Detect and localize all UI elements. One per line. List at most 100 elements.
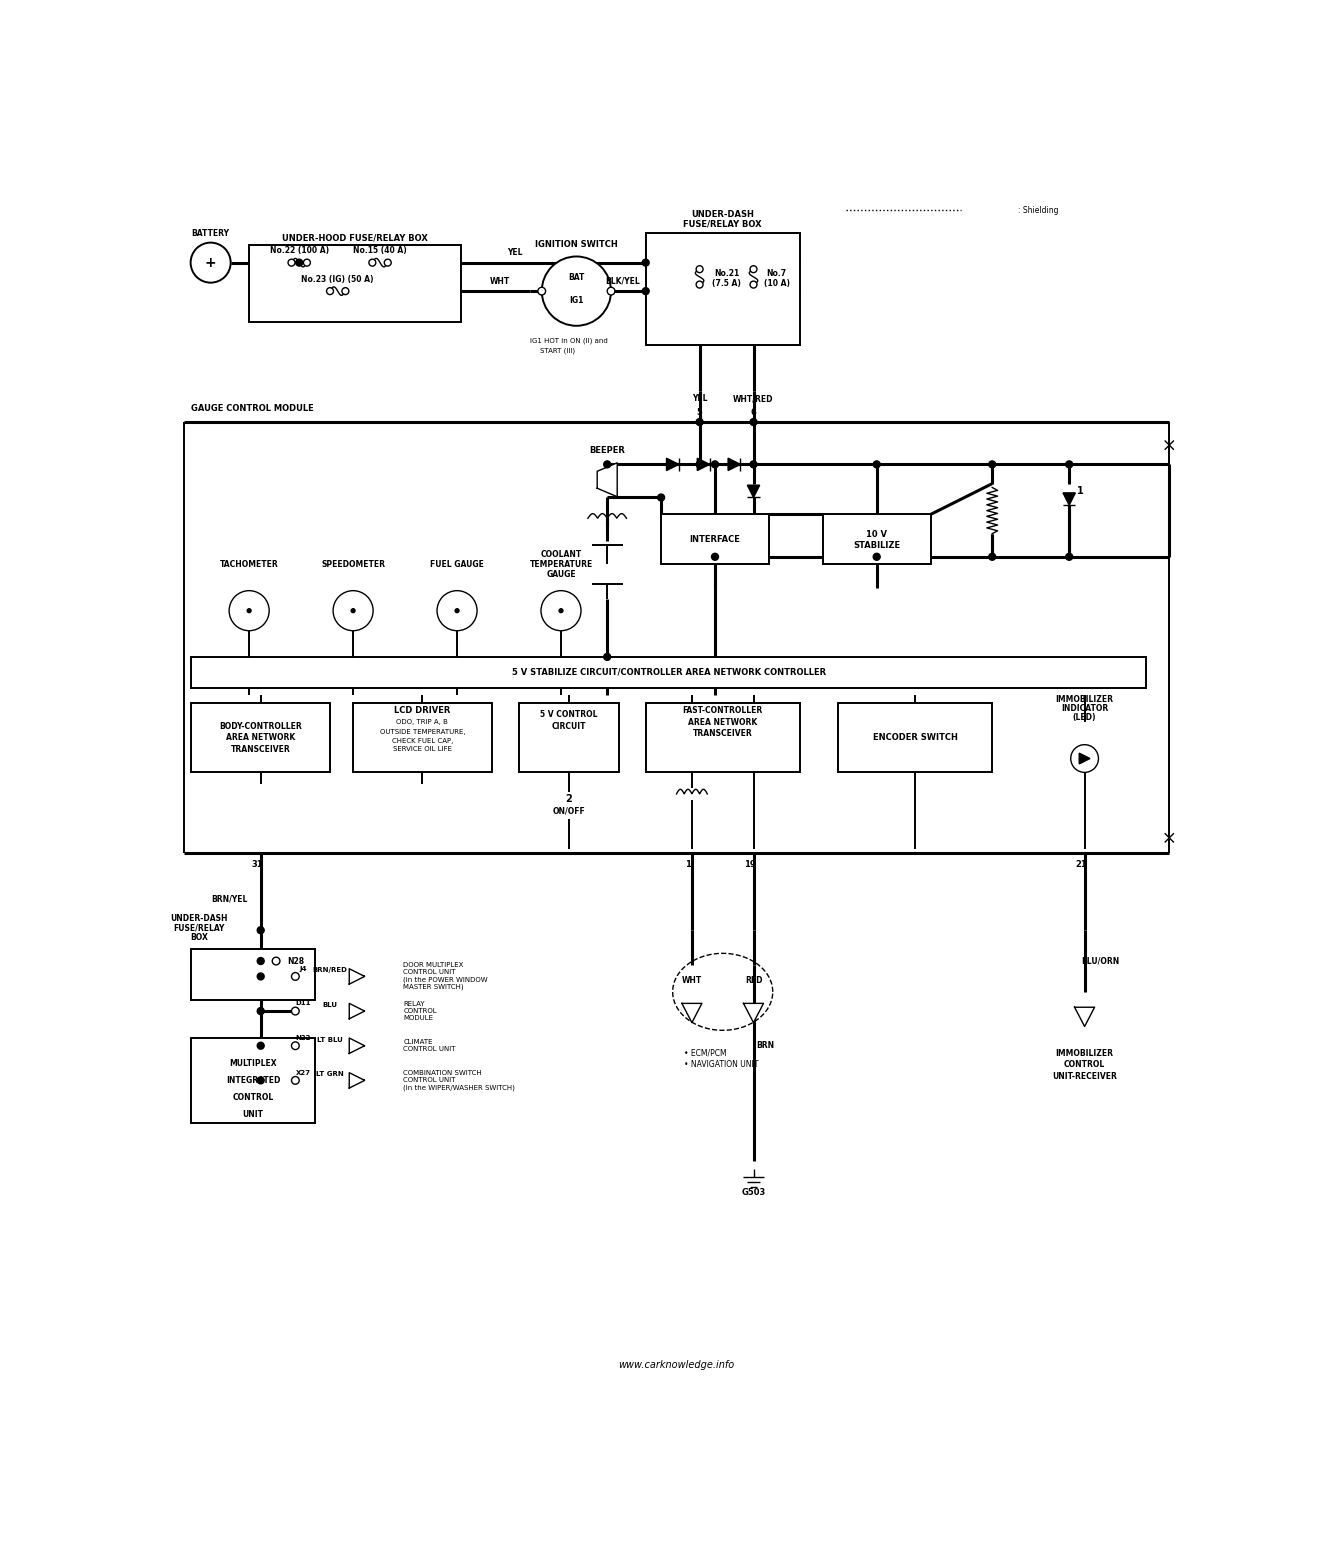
- Circle shape: [333, 591, 374, 631]
- Text: 5 V STABILIZE CIRCUIT/CONTROLLER AREA NETWORK CONTROLLER: 5 V STABILIZE CIRCUIT/CONTROLLER AREA NE…: [512, 668, 826, 676]
- Circle shape: [607, 288, 615, 295]
- Polygon shape: [747, 486, 760, 498]
- Text: BLU/ORN: BLU/ORN: [1081, 956, 1119, 965]
- Circle shape: [874, 461, 880, 467]
- Bar: [645, 234, 800, 345]
- Text: BRN/YEL: BRN/YEL: [211, 894, 248, 903]
- Text: INTEGRATED: INTEGRATED: [226, 1075, 280, 1084]
- Bar: [191, 702, 330, 772]
- Text: STABILIZE: STABILIZE: [853, 541, 900, 551]
- Polygon shape: [350, 1038, 364, 1054]
- Text: ON/OFF: ON/OFF: [552, 806, 585, 815]
- Text: 1: 1: [685, 860, 690, 869]
- Text: FUSE/RELAY: FUSE/RELAY: [173, 924, 224, 933]
- Text: RED: RED: [744, 976, 762, 985]
- Circle shape: [1065, 461, 1073, 467]
- Text: TRANSCEIVER: TRANSCEIVER: [231, 744, 290, 753]
- Bar: [645, 702, 800, 772]
- Circle shape: [989, 554, 995, 560]
- Text: WHT: WHT: [490, 277, 510, 286]
- Circle shape: [257, 1077, 264, 1084]
- Text: YEL: YEL: [507, 248, 523, 257]
- Text: COOLANT
TEMPERATURE
GAUGE: COOLANT TEMPERATURE GAUGE: [529, 549, 593, 580]
- Text: SERVICE OIL LIFE: SERVICE OIL LIFE: [393, 746, 451, 752]
- Text: ODO, TRIP A, B: ODO, TRIP A, B: [396, 719, 449, 726]
- Text: (LED): (LED): [1073, 713, 1097, 722]
- Text: BAT: BAT: [568, 272, 585, 282]
- Text: START (III): START (III): [540, 347, 574, 354]
- Bar: [822, 515, 931, 565]
- Text: LCD DRIVER: LCD DRIVER: [395, 707, 450, 715]
- Circle shape: [455, 610, 459, 613]
- Text: LT GRN: LT GRN: [315, 1071, 345, 1077]
- Text: BRN/RED: BRN/RED: [313, 967, 347, 973]
- Text: LT BLU: LT BLU: [317, 1036, 343, 1043]
- Circle shape: [304, 260, 310, 266]
- Circle shape: [292, 973, 300, 981]
- Circle shape: [292, 1007, 300, 1015]
- Text: CHECK FUEL CAP,: CHECK FUEL CAP,: [392, 738, 453, 744]
- Circle shape: [1071, 744, 1098, 772]
- Circle shape: [257, 973, 264, 979]
- Polygon shape: [697, 458, 710, 470]
- Circle shape: [190, 243, 231, 283]
- Circle shape: [257, 1043, 264, 1049]
- Circle shape: [541, 591, 581, 631]
- Text: UNDER-HOOD FUSE/RELAY BOX: UNDER-HOOD FUSE/RELAY BOX: [282, 234, 428, 243]
- Polygon shape: [682, 1004, 702, 1023]
- Text: IMMOBILIZER: IMMOBILIZER: [1056, 695, 1114, 704]
- Text: 1: 1: [1077, 486, 1084, 497]
- Circle shape: [288, 260, 294, 266]
- Polygon shape: [350, 1072, 364, 1088]
- Text: G503: G503: [742, 1188, 766, 1196]
- Text: (7.5 A): (7.5 A): [711, 278, 741, 288]
- Text: COMBINATION SWITCH
CONTROL UNIT
(in the WIPER/WASHER SWITCH): COMBINATION SWITCH CONTROL UNIT (in the …: [403, 1071, 515, 1091]
- Text: ENCODER SWITCH: ENCODER SWITCH: [873, 733, 957, 743]
- Text: TACHOMETER: TACHOMETER: [219, 560, 279, 569]
- Circle shape: [437, 591, 477, 631]
- Polygon shape: [1063, 493, 1076, 506]
- Text: UNIT: UNIT: [243, 1109, 264, 1118]
- Text: www.carknowledge.info: www.carknowledge.info: [618, 1360, 735, 1371]
- Text: WHT: WHT: [681, 976, 702, 985]
- Circle shape: [292, 1077, 300, 1084]
- Text: DOOR MULTIPLEX
CONTROL UNIT
(in the POWER WINDOW
MASTER SWITCH): DOOR MULTIPLEX CONTROL UNIT (in the POWE…: [403, 962, 488, 990]
- Circle shape: [603, 461, 611, 467]
- Circle shape: [750, 282, 756, 288]
- Circle shape: [257, 1007, 264, 1015]
- Text: AREA NETWORK: AREA NETWORK: [688, 718, 758, 727]
- Circle shape: [750, 461, 756, 467]
- Polygon shape: [597, 463, 618, 497]
- Circle shape: [696, 266, 704, 272]
- Text: FUEL GAUGE: FUEL GAUGE: [430, 560, 484, 569]
- Text: BODY-CONTROLLER: BODY-CONTROLLER: [219, 722, 302, 730]
- Text: BLK/YEL: BLK/YEL: [606, 277, 640, 286]
- Text: CLIMATE
CONTROL UNIT: CLIMATE CONTROL UNIT: [403, 1040, 455, 1052]
- Text: 5: 5: [697, 408, 702, 418]
- Circle shape: [230, 591, 269, 631]
- Circle shape: [539, 288, 545, 295]
- Polygon shape: [743, 1004, 763, 1023]
- Circle shape: [696, 461, 704, 467]
- Polygon shape: [350, 968, 364, 984]
- Circle shape: [560, 610, 562, 613]
- Text: 31: 31: [251, 860, 263, 869]
- Polygon shape: [667, 458, 678, 470]
- Polygon shape: [1080, 753, 1090, 764]
- Text: +: +: [205, 255, 216, 269]
- Circle shape: [874, 554, 880, 560]
- Circle shape: [257, 958, 264, 964]
- Text: BEEPER: BEEPER: [589, 446, 626, 455]
- Text: GAUGE CONTROL MODULE: GAUGE CONTROL MODULE: [191, 404, 314, 413]
- Circle shape: [711, 461, 718, 467]
- Text: 19: 19: [744, 860, 755, 869]
- Text: X27: X27: [296, 1069, 310, 1075]
- Text: (10 A): (10 A): [763, 278, 789, 288]
- Bar: [661, 515, 768, 565]
- Polygon shape: [1074, 1007, 1094, 1027]
- Circle shape: [368, 260, 376, 266]
- Circle shape: [342, 288, 348, 294]
- Circle shape: [657, 493, 664, 501]
- Text: BOX: BOX: [190, 933, 209, 942]
- Text: 2: 2: [565, 794, 572, 804]
